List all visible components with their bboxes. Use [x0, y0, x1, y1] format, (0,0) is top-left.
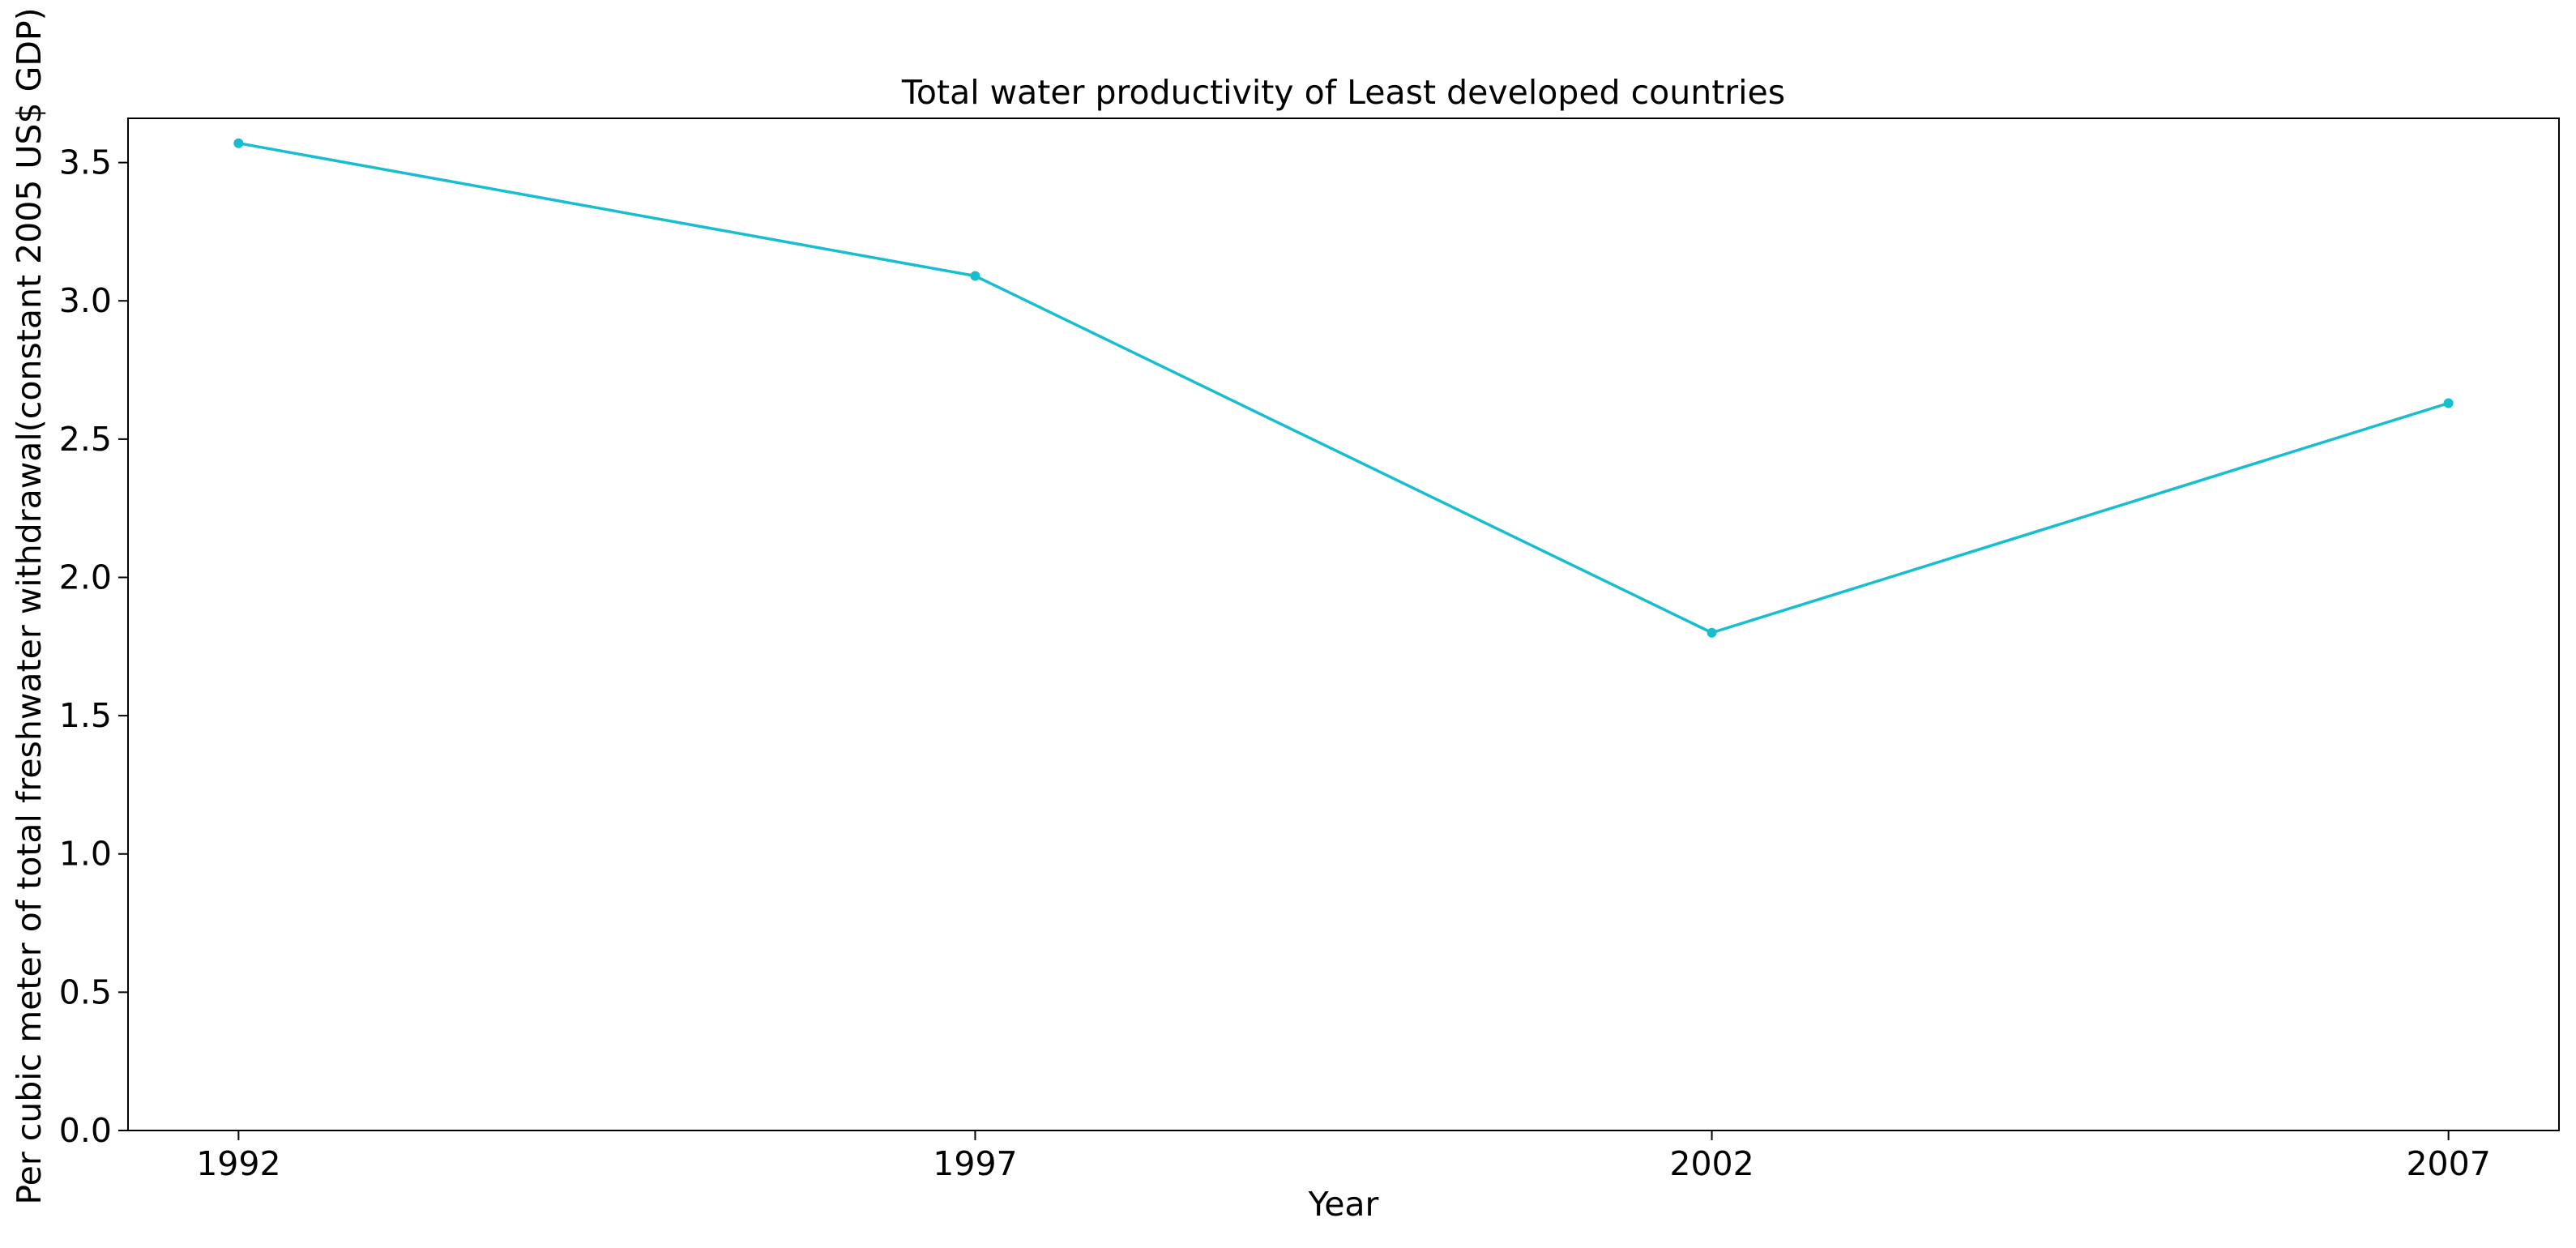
x-axis-ticks: 1992 1997 2002 2007 — [196, 1130, 2491, 1183]
y-tick-label: 2.0 — [59, 558, 112, 596]
y-tick-label: 2.5 — [59, 420, 112, 459]
y-tick-label: 1.5 — [59, 696, 112, 735]
y-tick-label: 3.0 — [59, 281, 112, 320]
data-point — [970, 271, 980, 281]
plot-frame — [127, 118, 2560, 1131]
series-line — [238, 141, 2450, 635]
data-point — [1707, 627, 1717, 638]
y-tick-label: 0.0 — [59, 1111, 112, 1150]
series-layer — [233, 138, 2454, 638]
x-tick-label: 2002 — [1669, 1144, 1754, 1183]
data-point — [2443, 398, 2454, 408]
y-tick-label: 1.0 — [59, 835, 112, 874]
y-axis-ticks: 0.0 0.5 1.0 1.5 2.0 2.5 3.0 3.5 — [59, 143, 128, 1150]
x-tick-label: 1997 — [933, 1144, 1017, 1183]
x-axis-label: Year — [1308, 1185, 1379, 1224]
y-tick-label: 3.5 — [59, 143, 112, 182]
chart-title: Total water productivity of Least develo… — [901, 73, 1785, 112]
x-tick-label: 2007 — [2406, 1144, 2490, 1183]
data-point — [233, 138, 244, 148]
y-tick-label: 0.5 — [59, 972, 112, 1011]
x-tick-label: 1992 — [196, 1144, 280, 1183]
y-axis-label: Per cubic meter of total freshwater with… — [10, 7, 49, 1204]
